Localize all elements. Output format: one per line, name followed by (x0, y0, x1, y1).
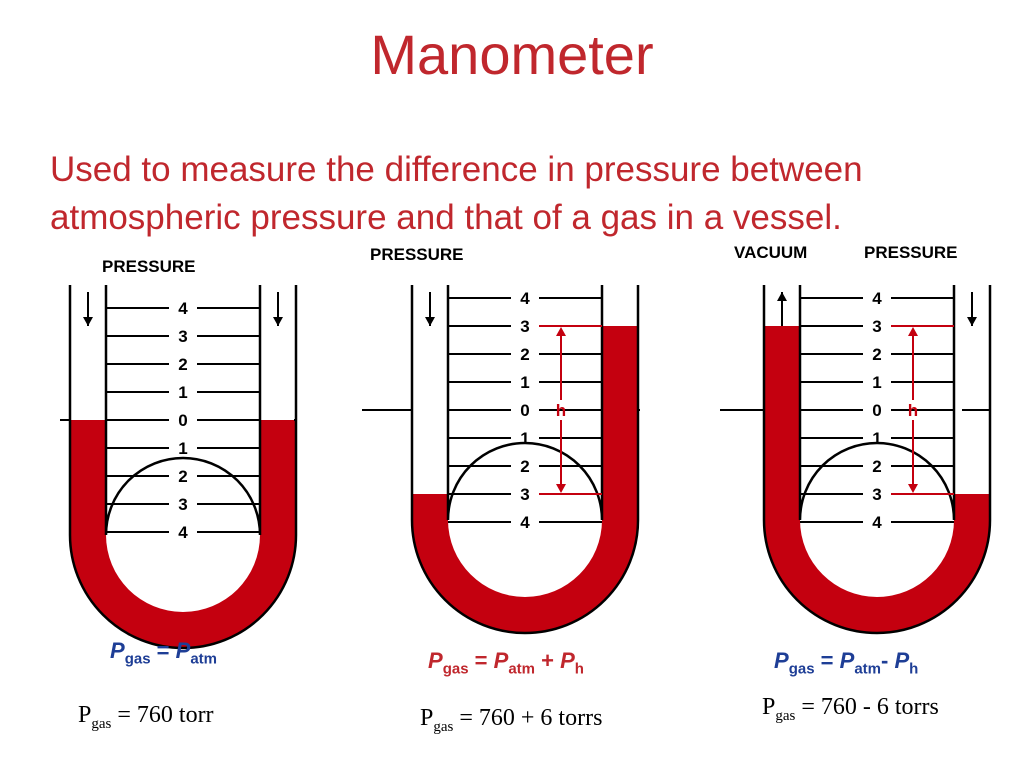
fluid-column (412, 326, 638, 633)
scale-label: 4 (520, 289, 530, 308)
scale-label: 1 (520, 373, 529, 392)
scale-label: 3 (520, 317, 529, 336)
scale-label: 0 (520, 401, 529, 420)
scale-label: 2 (872, 457, 881, 476)
tube-inner-wall (446, 285, 604, 521)
fluid-column (70, 420, 296, 648)
pressure-arrow-head (967, 317, 977, 326)
scale-label: 1 (178, 383, 187, 402)
equation-vacuum: Pgas = 760 - 6 torrs (762, 694, 939, 724)
tube-outer-wall (68, 285, 298, 650)
height-arrow-down-head (556, 484, 566, 493)
scale-label: 0 (872, 401, 881, 420)
height-label: h (556, 401, 566, 420)
scale-label: 3 (178, 327, 187, 346)
height-arrow-up-head (556, 327, 566, 336)
scale-label: 4 (178, 299, 188, 318)
scale-label: 2 (520, 457, 529, 476)
page-title: Manometer (370, 23, 654, 86)
tube-outer-wall (410, 285, 640, 635)
scale-label: 4 (872, 513, 882, 532)
manometer-pressure: 4 3 2 1 0 1 2 3 4 PRESSURE h (362, 245, 640, 635)
scale-label: 0 (178, 411, 187, 430)
description-text: Used to measure the difference in pressu… (50, 150, 863, 237)
equation-pressure: Pgas = 760 + 6 torrs (420, 705, 603, 735)
tube-inner-wall (104, 285, 262, 536)
scale-label: 3 (872, 485, 881, 504)
fluid-column (764, 326, 990, 633)
height-arrow-down-head (908, 484, 918, 493)
tube-inner-wall (798, 285, 956, 521)
manometer-equal: 4 3 2 1 0 1 2 3 4 PRESSURE (60, 257, 298, 650)
scale-label: 3 (520, 485, 529, 504)
scale-label: 4 (178, 523, 188, 542)
pressure-arrow-left-head (83, 317, 93, 326)
scale-label: 2 (520, 345, 529, 364)
scale-label: 1 (520, 429, 529, 448)
height-label: h (908, 401, 918, 420)
manometer-vacuum: 4 3 2 1 0 1 2 3 4 VACUUM PRESSURE h (720, 243, 992, 635)
equation-equal: Pgas = 760 torr (78, 702, 214, 732)
pressure-arrow-head (425, 317, 435, 326)
scale-label: 3 (872, 317, 881, 336)
top-label-left: VACUUM (734, 243, 807, 262)
tube-outer-wall (762, 285, 992, 635)
scale-label: 1 (872, 429, 881, 448)
scale-label: 1 (872, 373, 881, 392)
scale-label: 4 (520, 513, 530, 532)
scale-label: 4 (872, 289, 882, 308)
top-label-left: PRESSURE (102, 257, 196, 276)
formula-vacuum: Pgas = Patm- Ph (774, 648, 919, 678)
scale-label: 1 (178, 439, 187, 458)
scale-label: 3 (178, 495, 187, 514)
pressure-arrow-right-head (273, 317, 283, 326)
top-label-left: PRESSURE (370, 245, 464, 264)
scale-label: 2 (872, 345, 881, 364)
scale-label: 2 (178, 355, 187, 374)
formula-equal: Pgas = Patm (110, 638, 217, 668)
top-label-right: PRESSURE (864, 243, 958, 262)
height-arrow-up-head (908, 327, 918, 336)
formula-pressure: Pgas = Patm + Ph (428, 648, 584, 678)
scale-label: 2 (178, 467, 187, 486)
vacuum-arrow-head (777, 292, 787, 301)
